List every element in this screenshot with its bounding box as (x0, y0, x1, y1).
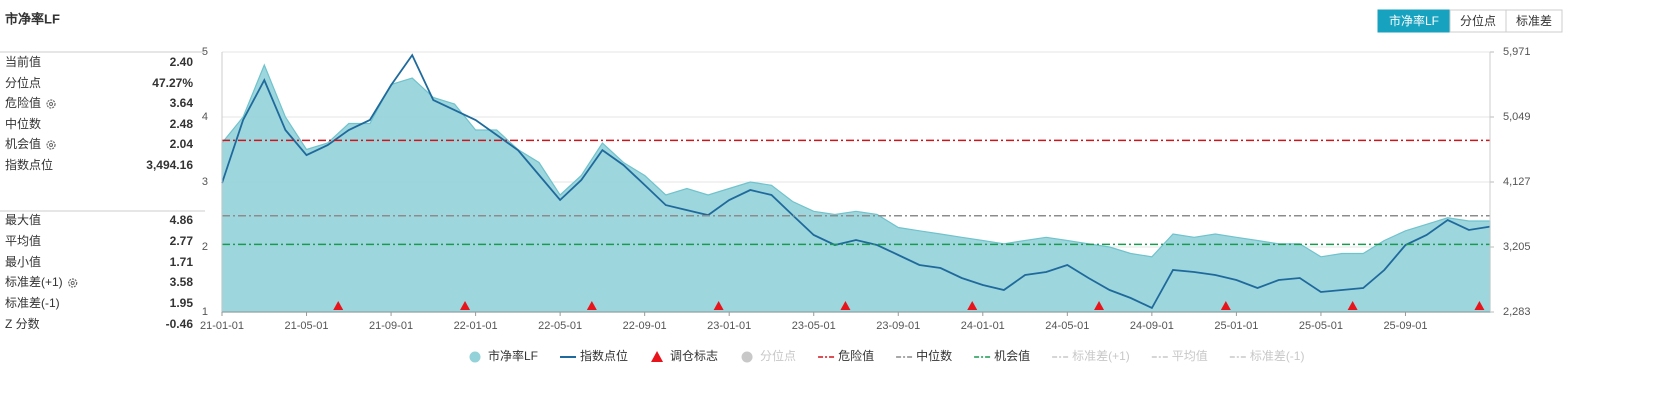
x-tick-label: 21-09-01 (369, 320, 413, 332)
stat-value: 2.77 (170, 234, 194, 248)
x-tick-label: 22-01-01 (454, 320, 498, 332)
stats-panel: 当前值 2.40 分位点 47.27% 危险值 3.64 中位数 2.48 机会值 2.04 指数点… (5, 54, 193, 331)
stat-value: 3.64 (170, 96, 194, 110)
tab-label[interactable]: 分位点 (1460, 13, 1496, 28)
legend-label[interactable]: 指数点位 (580, 348, 628, 363)
settings-icon[interactable] (46, 99, 56, 109)
settings-icon[interactable] (68, 278, 78, 288)
stat-label: 最大值 (5, 212, 41, 227)
legend-label[interactable]: 调仓标志 (670, 349, 718, 363)
x-tick-label: 25-01-01 (1214, 320, 1258, 332)
settings-icon-core (70, 281, 75, 285)
legend-label[interactable]: 机会值 (994, 348, 1030, 363)
stat-label: 标准差(-1) (5, 296, 60, 310)
rebalance-marker (1220, 301, 1231, 310)
x-tick-label: 24-05-01 (1045, 320, 1089, 332)
stat-label: 最小值 (5, 254, 41, 269)
settings-icon[interactable] (46, 140, 56, 150)
y-tick-label: 1 (202, 306, 208, 318)
legend-symbol[interactable] (651, 351, 664, 362)
stat-label: 当前值 (5, 54, 41, 69)
legend-label[interactable]: 分位点 (760, 348, 796, 363)
plot: 1 2 3 4 5 2,283 3,205 4,127 5,049 5,971 21-01-01 21… (200, 46, 1531, 363)
tab-label[interactable]: 市净率LF (1389, 13, 1439, 28)
settings-icon-core (49, 143, 54, 147)
legend-label[interactable]: 中位数 (916, 348, 952, 363)
stat-value: 3,494.16 (146, 158, 193, 172)
y-tick-label: 5 (202, 46, 208, 58)
x-tick-label: 24-09-01 (1130, 320, 1174, 332)
y2-tick-label: 4,127 (1503, 176, 1531, 188)
tab-button[interactable] (1505, 9, 1563, 33)
line (221, 53, 1491, 310)
x-tick-label: 23-09-01 (876, 320, 920, 332)
stat-value: -0.46 (166, 317, 194, 331)
stat-value: 1.95 (170, 296, 194, 310)
stat-value: 4.86 (170, 213, 194, 227)
y2-tick-label: 5,971 (1503, 46, 1531, 58)
legend-label[interactable]: 危险值 (838, 348, 874, 363)
y2-tick-label: 2,283 (1503, 306, 1531, 318)
y-tick-label: 3 (202, 176, 208, 188)
stat-value: 2.04 (170, 137, 194, 151)
rebalance-marker (840, 301, 851, 310)
rebalance-marker (1474, 301, 1485, 310)
y-tick-label: 4 (202, 111, 208, 123)
y-tick-label: 2 (202, 241, 208, 253)
legend-label[interactable]: 标准差(-1) (1250, 349, 1305, 363)
legend-label[interactable]: 平均值 (1172, 348, 1208, 363)
legend-label[interactable]: 标准差(+1) (1072, 349, 1130, 363)
rebalance-marker (713, 301, 724, 310)
rebalance-marker (1094, 301, 1105, 310)
legend-symbol[interactable] (741, 351, 753, 363)
stat-label: Z 分数 (5, 316, 40, 331)
x-tick-label: 22-09-01 (623, 320, 667, 332)
rebalance-marker (460, 301, 471, 310)
x-tick-label: 25-09-01 (1383, 320, 1427, 332)
x-tick-label: 25-05-01 (1299, 320, 1343, 332)
rebalance-marker (586, 301, 597, 310)
rebalance-marker (333, 301, 344, 310)
rebalance-marker (967, 301, 978, 310)
y2-tick-label: 5,049 (1503, 111, 1531, 123)
x-tick-label: 22-05-01 (538, 320, 582, 332)
stat-label: 标准差(+1) (5, 275, 63, 289)
stat-value: 2.48 (170, 117, 194, 131)
x-tick-label: 21-05-01 (285, 320, 329, 332)
stat-label: 指数点位 (5, 157, 53, 172)
legend-symbol[interactable] (469, 351, 481, 363)
stat-value: 1.71 (170, 255, 194, 269)
tab-label[interactable]: 标准差 (1516, 14, 1552, 28)
stat-label: 机会值 (5, 136, 41, 151)
x-tick-label: 23-01-01 (707, 320, 751, 332)
rebalance-marker (1347, 301, 1358, 310)
x-tick-label: 23-05-01 (792, 320, 836, 332)
stat-label: 危险值 (5, 95, 41, 110)
stat-label: 分位点 (5, 75, 41, 90)
stat-value: 3.58 (170, 275, 194, 289)
stat-label: 平均值 (5, 233, 41, 248)
tab-group: 市净率LF 分位点 标准差 (1377, 9, 1563, 33)
y2-tick-label: 3,205 (1503, 241, 1531, 253)
settings-icon-core (49, 102, 54, 106)
area (221, 63, 1491, 313)
legend-label[interactable]: 市净率LF (488, 348, 538, 363)
x-tick-label: 21-01-01 (200, 320, 244, 332)
x-tick-label: 24-01-01 (961, 320, 1005, 332)
legend: 市净率LF 指数点位 调仓标志 分位点 危险值 中位数 机会值 标准差(+1) 平均值 标准差(-… (469, 348, 1305, 363)
stat-value: 47.27% (152, 76, 193, 90)
panel-title: 市净率LF (5, 11, 60, 26)
stat-value: 2.40 (170, 55, 194, 69)
stat-label: 中位数 (5, 116, 41, 131)
